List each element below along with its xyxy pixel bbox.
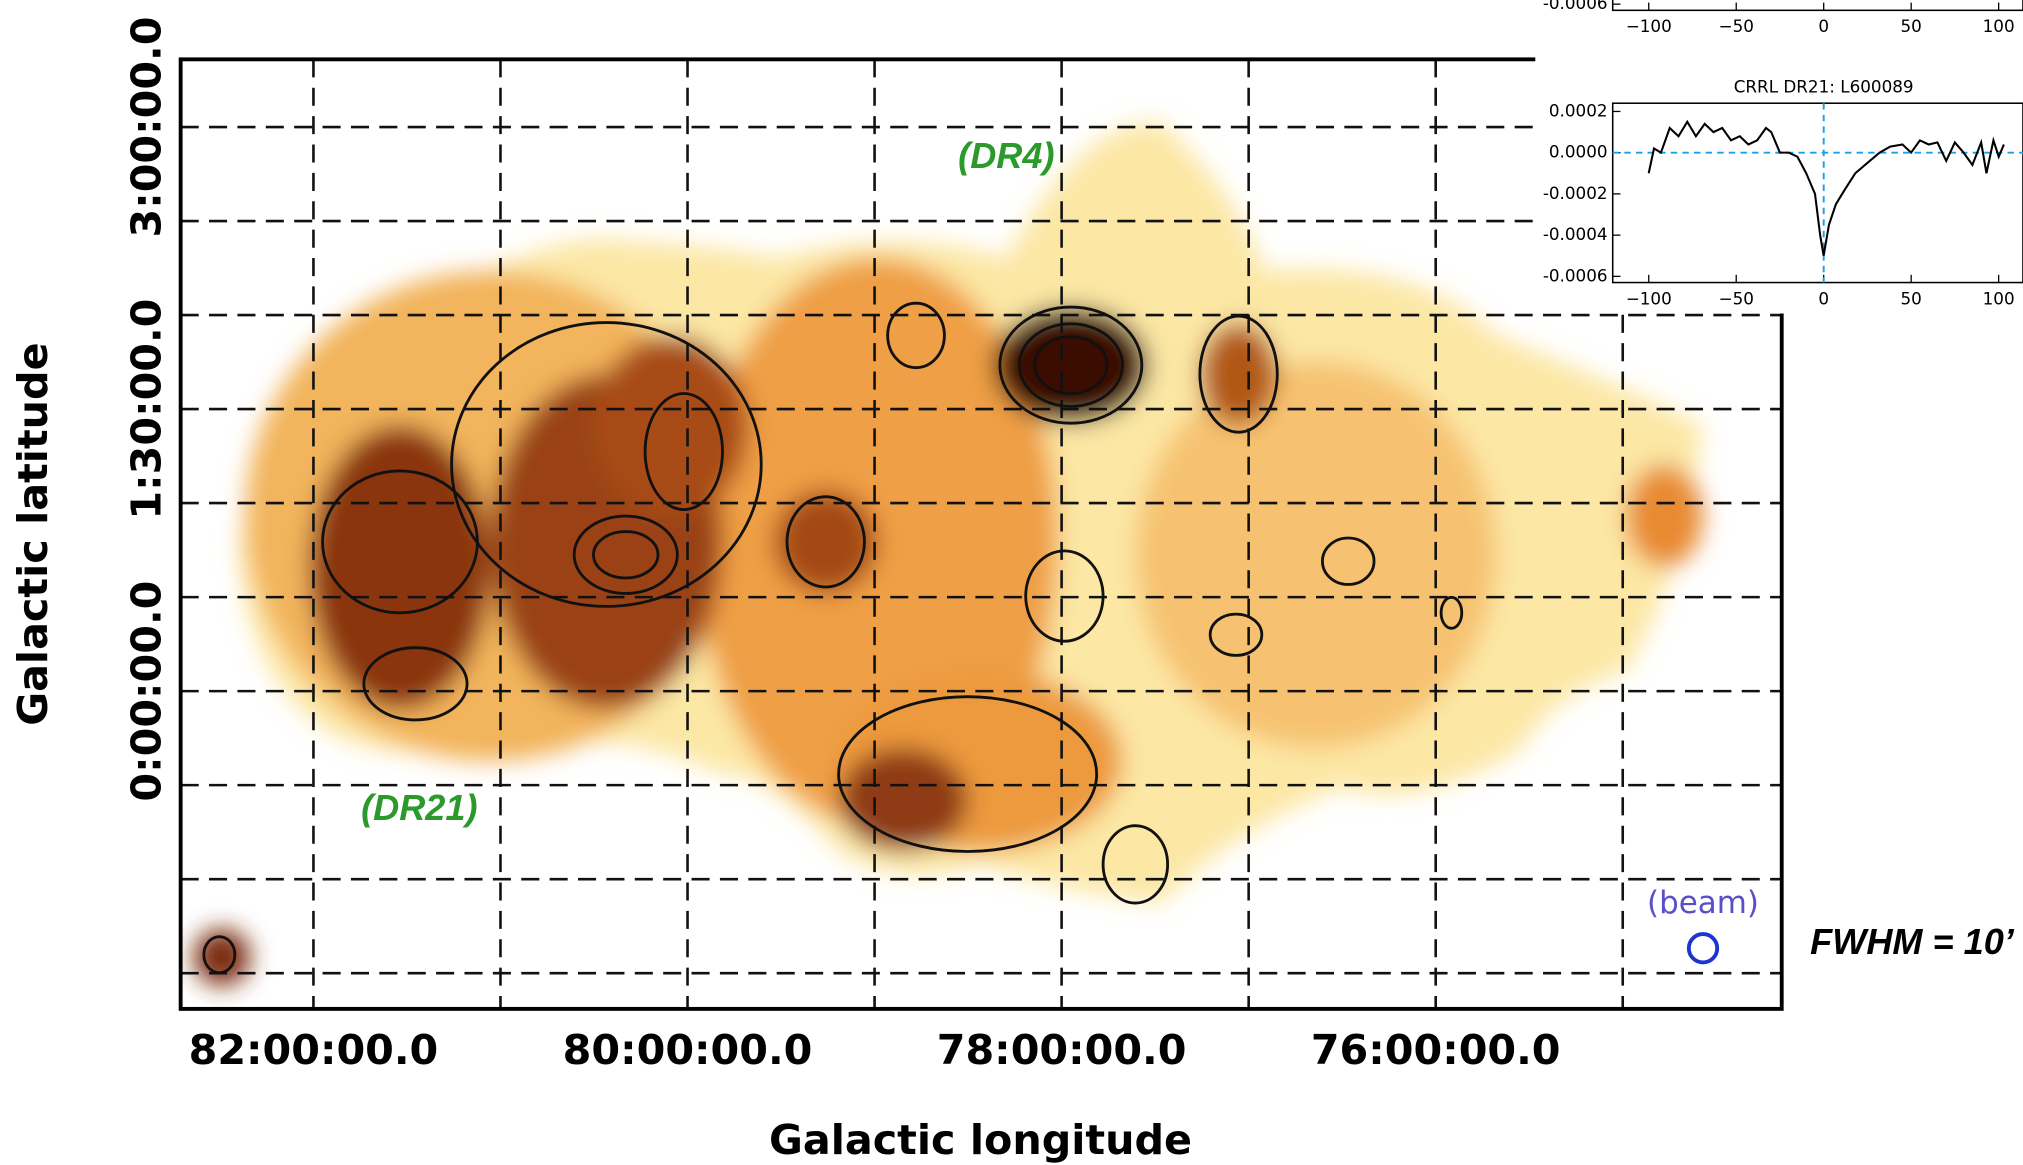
y-tick-label: 0.0000 [1549,142,1608,162]
y-tick-label: 1:30:00.0 [123,299,171,520]
x-tick-label: 0 [1818,16,1829,36]
annotation: (beam) [1647,885,1759,921]
y-tick-label: 0.0002 [1549,100,1608,120]
x-tick-label: 100 [1983,16,2015,36]
x-axis-title: Galactic longitude [769,1116,1192,1164]
y-tick-label: -0.0006 [1543,265,1608,285]
annotation: FWHM = 10’ [1810,921,2015,962]
beam-marker [1689,934,1717,962]
y-tick-label: 3:00:00.0 [123,17,171,238]
x-tick-label: 78:00:00.0 [937,1026,1187,1074]
x-tick-label: −50 [1719,288,1754,308]
x-tick-label: 100 [1983,288,2015,308]
x-tick-label: 50 [1901,288,1922,308]
x-tick-label: 80:00:00.0 [563,1026,813,1074]
x-tick-label: 0 [1818,288,1829,308]
figure: 82:00:00.0 80:00:00.0 78:00:00.0 76:00:00.0… [0,0,2023,1165]
x-tick-label: 50 [1901,16,1922,36]
y-tick-label: 0:00:00.0 [123,581,171,802]
x-tick-label: −50 [1719,16,1754,36]
y-tick-label: -0.0006 [1543,0,1608,13]
annotation: (DR21) [361,787,477,828]
y-tick-label: -0.0002 [1543,183,1608,203]
inset-title: CRRL DR21: L600089 [1734,77,1914,97]
y-axis-title: Galactic latitude [9,342,57,725]
y-tick-label: -0.0004 [1543,224,1608,244]
x-tick-label: 76:00:00.0 [1311,1026,1561,1074]
annotation: (DR4) [958,135,1054,176]
x-tick-label: 82:00:00.0 [189,1026,439,1074]
x-tick-label: −100 [1626,288,1672,308]
emission-map [194,122,1703,985]
inset-background [1535,0,2023,314]
x-tick-label: −100 [1626,16,1672,36]
